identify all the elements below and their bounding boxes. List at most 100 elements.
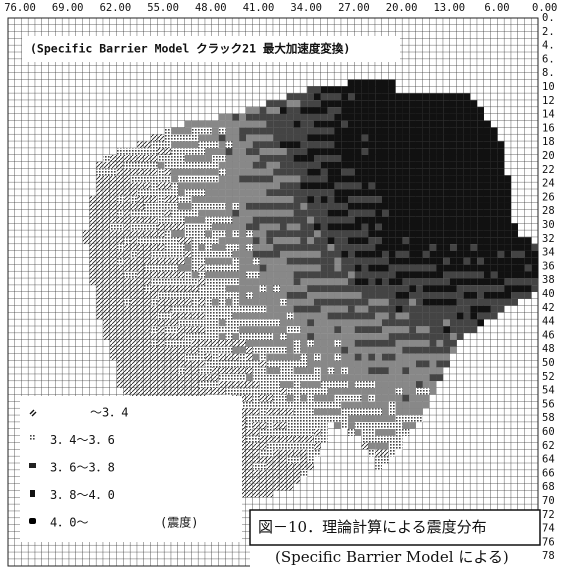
cell [375, 456, 382, 463]
cell [484, 244, 491, 251]
cell [253, 237, 260, 244]
cell [280, 210, 287, 217]
cell [491, 299, 498, 306]
cell [368, 313, 375, 320]
cell [307, 388, 314, 395]
cell [253, 299, 260, 306]
cell [409, 155, 416, 162]
cell [294, 456, 301, 463]
cell [430, 285, 437, 292]
cell [416, 258, 423, 265]
cell [280, 107, 287, 114]
cell [171, 347, 178, 354]
cell [504, 203, 511, 210]
cell [158, 271, 165, 278]
cell [300, 169, 307, 176]
cell [375, 265, 382, 272]
cell [300, 436, 307, 443]
cell [178, 162, 185, 169]
cell [246, 477, 253, 484]
cell [355, 422, 362, 429]
cell [294, 470, 301, 477]
cell [103, 189, 110, 196]
cell [287, 415, 294, 422]
cell [477, 285, 484, 292]
cell [348, 258, 355, 265]
cell [334, 258, 341, 265]
cell [368, 100, 375, 107]
cell [273, 285, 280, 292]
cell [260, 114, 267, 121]
cell [368, 128, 375, 135]
cell [409, 299, 416, 306]
cell [375, 285, 382, 292]
cell [273, 196, 280, 203]
cell [457, 114, 464, 121]
cell [477, 169, 484, 176]
cell [130, 237, 137, 244]
cell [396, 306, 403, 313]
cell [144, 313, 151, 320]
cell [158, 196, 165, 203]
cell [430, 128, 437, 135]
cell [260, 374, 267, 381]
cell [409, 265, 416, 272]
cell [464, 319, 471, 326]
cell [287, 155, 294, 162]
cell [232, 354, 239, 361]
cell [124, 169, 131, 176]
cell [396, 422, 403, 429]
legend-label: ～3．4 [90, 406, 128, 420]
cell [137, 354, 144, 361]
cell [266, 134, 273, 141]
cell [362, 141, 369, 148]
cell [280, 203, 287, 210]
cell [368, 87, 375, 94]
cell [137, 230, 144, 237]
cell [144, 278, 151, 285]
cell [511, 271, 518, 278]
cell [498, 244, 505, 251]
cell [348, 415, 355, 422]
cell [409, 258, 416, 265]
cell [321, 121, 328, 128]
cell [294, 210, 301, 217]
cell [396, 436, 403, 443]
cell [498, 285, 505, 292]
cell [273, 114, 280, 121]
cell [144, 203, 151, 210]
y-label: 26 [542, 191, 555, 203]
cell [171, 326, 178, 333]
cell [205, 189, 212, 196]
cell [151, 299, 158, 306]
cell [402, 237, 409, 244]
cell [362, 182, 369, 189]
cell [151, 141, 158, 148]
cell [307, 114, 314, 121]
cell [362, 361, 369, 368]
cell [273, 436, 280, 443]
cell [321, 114, 328, 121]
cell [382, 176, 389, 183]
cell [144, 306, 151, 313]
cell [321, 107, 328, 114]
cell [328, 244, 335, 251]
cell [307, 285, 314, 292]
cell [362, 107, 369, 114]
cell [450, 196, 457, 203]
cell [124, 354, 131, 361]
cell [226, 148, 233, 155]
cell [334, 319, 341, 326]
cell [389, 436, 396, 443]
cell [219, 299, 226, 306]
cell [368, 347, 375, 354]
cell [130, 251, 137, 258]
cell [260, 128, 267, 135]
cell [103, 258, 110, 265]
cell [443, 271, 450, 278]
cell [355, 237, 362, 244]
cell [164, 141, 171, 148]
cell [362, 347, 369, 354]
cell [484, 292, 491, 299]
cell [341, 93, 348, 100]
